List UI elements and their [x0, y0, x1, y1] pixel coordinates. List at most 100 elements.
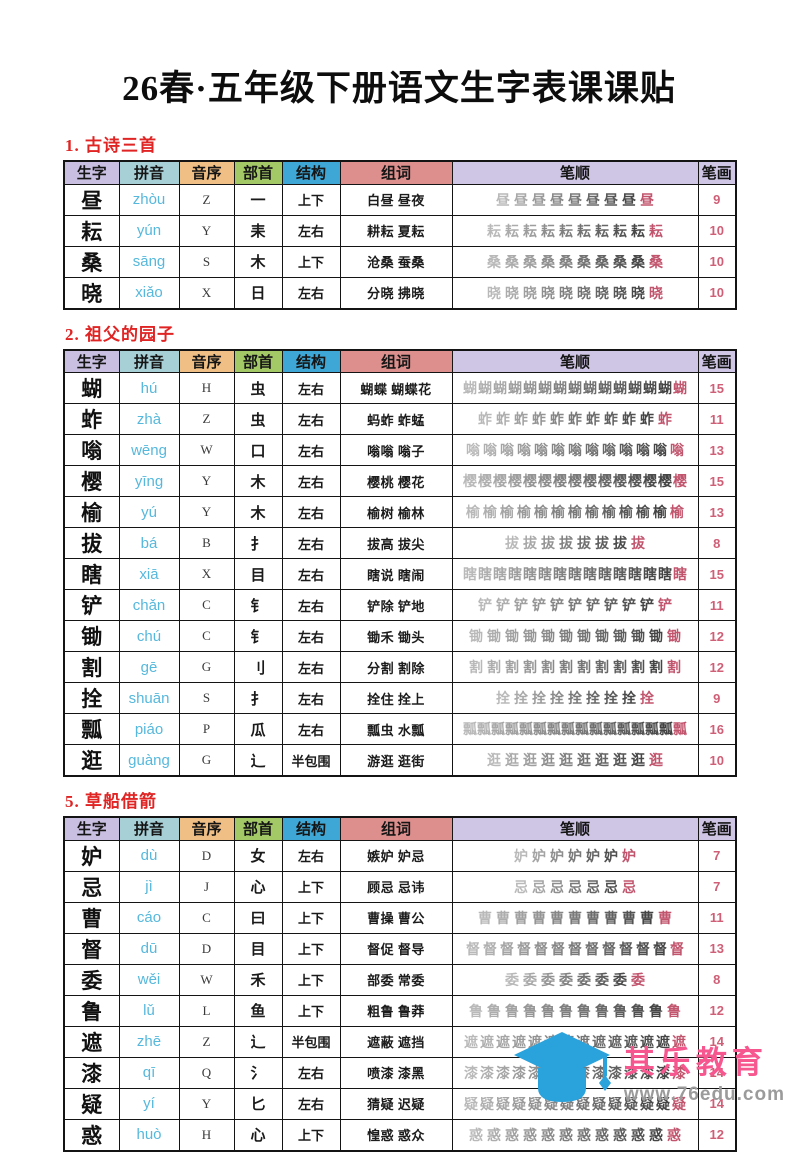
cell-stroke-order: 督督督督督督督督督督督督督	[451, 932, 699, 965]
cell-stroke-count: 10	[697, 214, 737, 247]
cell-stroke-count: 7	[697, 839, 737, 872]
cell-stroke-count: 15	[697, 372, 737, 404]
cell-stroke-order: 拔拔拔拔拔拔拔拔	[451, 527, 699, 559]
cell-structure: 左右	[281, 1087, 341, 1120]
cell-radical: 日	[233, 276, 283, 309]
cell-pinyin: wěi	[118, 963, 180, 996]
table-row: 曹 cáo C 曰 上下 曹操 曹公 曹曹曹曹曹曹曹曹曹曹曹 11	[63, 901, 737, 934]
cell-stroke-count: 14	[697, 1087, 737, 1120]
cell-character: 铲	[63, 589, 120, 621]
column-header-label: 部首	[242, 354, 273, 371]
cell-structure: 左右	[281, 465, 341, 497]
cell-pinyin: hú	[118, 372, 180, 404]
column-header-label: 生字	[76, 822, 107, 839]
cell-stroke-count: 15	[697, 465, 737, 497]
cell-initial-letter: Z	[178, 403, 235, 435]
cell-word-examples: 喷漆 漆黑	[339, 1056, 453, 1089]
column-header: 笔画	[697, 160, 737, 185]
cell-structure: 左右	[281, 276, 341, 309]
cell-radical: 氵	[233, 1056, 283, 1089]
cell-radical: 扌	[233, 682, 283, 714]
cell-initial-letter: L	[178, 994, 235, 1027]
vocab-table-lesson-1: 生字 拼音 音序 部首 结构 组词 笔顺 笔画 昼 zhòu Z 一 上下 白昼 昼夜 昼昼昼…	[63, 160, 737, 310]
column-header: 笔顺	[451, 816, 699, 841]
cell-radical: 辶	[233, 744, 283, 777]
cell-word-examples: 瞎说 瞎闹	[339, 558, 453, 590]
cell-pinyin: dù	[118, 839, 180, 872]
cell-radical: 刂	[233, 651, 283, 683]
section-lesson-1: 1. 古诗三首 生字 拼音 音序 部首 结构 组词 笔顺 笔画 昼 zhòu Z 一 上下 白…	[63, 131, 737, 310]
cell-stroke-count: 11	[697, 589, 737, 621]
cell-initial-letter: X	[178, 276, 235, 309]
column-header-label: 组词	[380, 166, 411, 183]
cell-structure: 左右	[281, 682, 341, 714]
cell-word-examples: 蚂蚱 蚱蜢	[339, 403, 453, 435]
cell-initial-letter: Q	[178, 1056, 235, 1089]
brand-url: www.76edu.com	[623, 1083, 785, 1105]
cell-word-examples: 督促 督导	[339, 932, 453, 965]
table-row: 樱 yīng Y 木 左右 樱桃 樱花 樱樱樱樱樱樱樱樱樱樱樱樱樱樱樱 15	[63, 465, 737, 497]
cell-character: 嗡	[63, 434, 120, 466]
cell-pinyin: yí	[118, 1087, 180, 1120]
table-body: 蝴 hú H 虫 左右 蝴蝶 蝴蝶花 蝴蝴蝴蝴蝴蝴蝴蝴蝴蝴蝴蝴蝴蝴蝴 15 蚱 …	[63, 372, 737, 777]
cell-initial-letter: Y	[178, 465, 235, 497]
cell-pinyin: chú	[118, 620, 180, 652]
cell-structure: 上下	[281, 183, 341, 216]
cell-pinyin: xiā	[118, 558, 180, 590]
cell-stroke-count: 9	[697, 183, 737, 216]
table-row: 督 dū D 目 上下 督促 督导 督督督督督督督督督督督督督 13	[63, 932, 737, 965]
cell-stroke-order: 拴拴拴拴拴拴拴拴拴	[451, 682, 699, 714]
cell-stroke-order: 昼昼昼昼昼昼昼昼昼	[451, 183, 699, 216]
table-header-row: 生字 拼音 音序 部首 结构 组词 笔顺 笔画	[63, 160, 737, 185]
cell-radical: 匕	[233, 1087, 283, 1120]
cell-structure: 左右	[281, 496, 341, 528]
cell-character: 遮	[63, 1025, 120, 1058]
table-row: 瞎 xiā X 目 左右 瞎说 瞎闹 瞎瞎瞎瞎瞎瞎瞎瞎瞎瞎瞎瞎瞎瞎瞎 15	[63, 558, 737, 590]
cell-character: 蝴	[63, 372, 120, 404]
table-row: 拔 bá B 扌 左右 拔高 拔尖 拔拔拔拔拔拔拔拔 8	[63, 527, 737, 559]
column-header-label: 笔画	[701, 822, 732, 839]
column-header-label: 笔画	[701, 354, 732, 371]
column-header: 结构	[281, 816, 341, 841]
cell-stroke-count: 10	[697, 276, 737, 309]
cell-stroke-count: 12	[697, 994, 737, 1027]
column-header-label: 组词	[380, 354, 411, 371]
cell-initial-letter: H	[178, 1118, 235, 1151]
cell-initial-letter: B	[178, 527, 235, 559]
cell-radical: 耒	[233, 214, 283, 247]
cell-word-examples: 部委 常委	[339, 963, 453, 996]
cell-stroke-order: 晓晓晓晓晓晓晓晓晓晓	[451, 276, 699, 309]
cell-pinyin: yīng	[118, 465, 180, 497]
cell-word-examples: 樱桃 樱花	[339, 465, 453, 497]
cell-word-examples: 遮蔽 遮挡	[339, 1025, 453, 1058]
cell-pinyin: shuān	[118, 682, 180, 714]
section-lesson-2: 2. 祖父的园子 生字 拼音 音序 部首 结构 组词 笔顺 笔画 蝴 hú H 虫 左右 蝴蝶…	[63, 320, 737, 777]
column-header-label: 音序	[191, 822, 222, 839]
cell-stroke-order: 锄锄锄锄锄锄锄锄锄锄锄锄	[451, 620, 699, 652]
column-header: 音序	[178, 160, 235, 185]
column-header-label: 结构	[295, 822, 326, 839]
table-row: 昼 zhòu Z 一 上下 白昼 昼夜 昼昼昼昼昼昼昼昼昼 9	[63, 183, 737, 216]
table-row: 逛 guàng G 辶 半包围 游逛 逛街 逛逛逛逛逛逛逛逛逛逛 10	[63, 744, 737, 777]
cell-character: 曹	[63, 901, 120, 934]
section-title-lesson-2: 2. 祖父的园子	[65, 324, 175, 344]
cell-character: 瞎	[63, 558, 120, 590]
cell-structure: 左右	[281, 839, 341, 872]
column-header: 生字	[63, 160, 120, 185]
brand-text-block: 其乐教育 www.76edu.com	[624, 1037, 785, 1106]
cell-pinyin: xiǎo	[118, 276, 180, 309]
column-header: 结构	[281, 160, 341, 185]
cell-stroke-order: 铲铲铲铲铲铲铲铲铲铲铲	[451, 589, 699, 621]
column-header-label: 拼音	[133, 354, 164, 371]
cell-initial-letter: H	[178, 372, 235, 404]
cell-initial-letter: C	[178, 620, 235, 652]
cell-stroke-order: 逛逛逛逛逛逛逛逛逛逛	[451, 744, 699, 777]
table-row: 委 wěi W 禾 上下 部委 常委 委委委委委委委委 8	[63, 963, 737, 996]
cell-pinyin: chǎn	[118, 589, 180, 621]
cell-stroke-count: 13	[697, 932, 737, 965]
cell-pinyin: yú	[118, 496, 180, 528]
cell-word-examples: 白昼 昼夜	[339, 183, 453, 216]
table-body: 昼 zhòu Z 一 上下 白昼 昼夜 昼昼昼昼昼昼昼昼昼 9 耘 yún Y	[63, 183, 737, 309]
cell-structure: 左右	[281, 620, 341, 652]
cell-word-examples: 分割 割除	[339, 651, 453, 683]
